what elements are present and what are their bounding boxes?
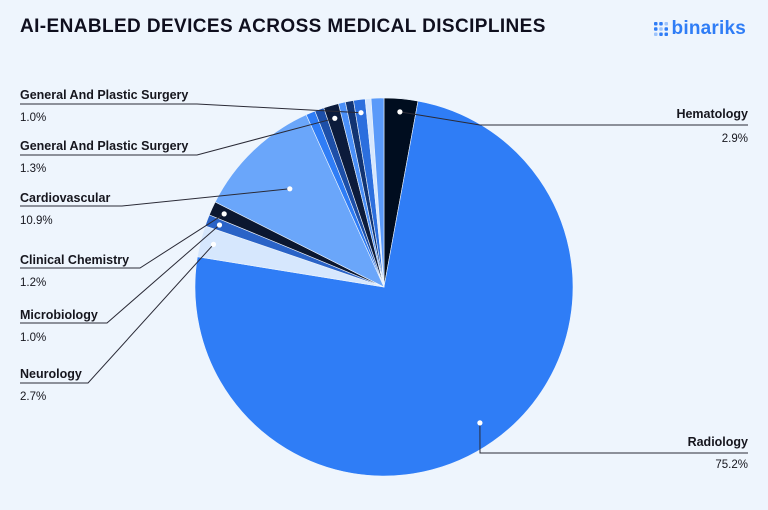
slice-label-name: Hematology xyxy=(676,107,748,121)
pie-slices xyxy=(194,97,574,477)
slice-label-value: 1.0% xyxy=(20,112,46,124)
slice-label-value: 2.9% xyxy=(722,133,748,145)
logo-text: binariks xyxy=(671,18,746,39)
slice-label-name: Microbiology xyxy=(20,308,98,322)
slice-label-value: 75.2% xyxy=(715,459,748,471)
leader-dot xyxy=(397,109,403,115)
leader-line xyxy=(399,111,748,126)
leader-dot xyxy=(332,115,338,121)
leader-dot xyxy=(210,241,217,247)
leader-line xyxy=(20,188,290,207)
slice-label-value: 1.3% xyxy=(20,163,46,175)
leader-dot xyxy=(358,110,364,116)
leader-dot xyxy=(221,211,227,217)
slice-label-value: 1.0% xyxy=(20,332,46,344)
slice-label-name: General And Plastic Surgery xyxy=(20,139,188,153)
leader-dot xyxy=(287,186,293,192)
slice-label-name: General And Plastic Surgery xyxy=(20,88,188,102)
brand-logo: binariks xyxy=(653,18,746,40)
pie-slice-unlabeled xyxy=(370,97,385,288)
slice-label-name: Clinical Chemistry xyxy=(20,253,129,267)
pie-labels: Hematology 2.9% Radiology 75.2% Neurology 2.7… xyxy=(20,88,748,471)
slice-label-value: 10.9% xyxy=(20,215,53,227)
slice-label-name: Cardiovascular xyxy=(20,191,110,205)
logo-dots-icon xyxy=(653,22,668,36)
leader-lines xyxy=(20,103,748,454)
leader-dot xyxy=(477,420,483,426)
leader-line xyxy=(479,422,748,454)
slice-label-name: Neurology xyxy=(20,367,82,381)
leader-line xyxy=(20,117,335,156)
slice-label-name: Radiology xyxy=(688,435,748,449)
leader-dot xyxy=(216,222,223,228)
leader-line xyxy=(20,224,220,324)
slice-label-value: 1.2% xyxy=(20,277,46,289)
pie-slice-radiology xyxy=(194,100,574,477)
leader-line xyxy=(20,103,362,114)
leader-line xyxy=(20,213,225,269)
slice-label-value: 2.7% xyxy=(20,391,46,403)
page-title: AI-ENABLED DEVICES ACROSS MEDICAL DISCIP… xyxy=(20,16,546,37)
leader-line xyxy=(20,244,214,384)
